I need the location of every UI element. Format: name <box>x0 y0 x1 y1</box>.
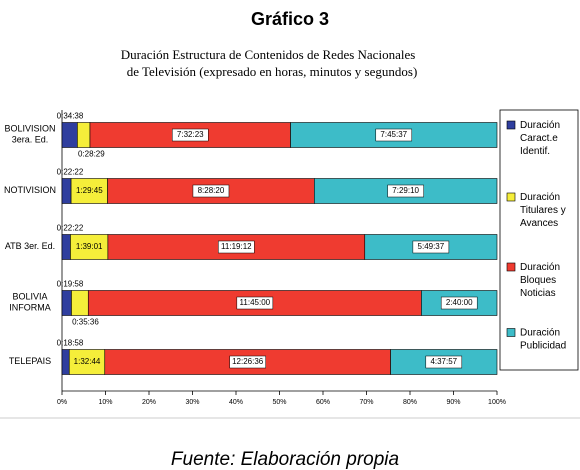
data-label: 5:49:37 <box>418 242 445 251</box>
bar-segment <box>364 234 498 260</box>
x-tick-label: 80% <box>403 399 417 406</box>
data-label: 1:29:45 <box>76 186 103 195</box>
label-box <box>412 240 450 254</box>
legend-swatch <box>506 328 516 337</box>
legend-label: Duración Bloques Noticias <box>520 262 560 299</box>
data-label: 0:19:58 <box>57 280 84 289</box>
x-tick-label: 10% <box>98 399 112 406</box>
bar-segment <box>61 290 72 316</box>
data-label: 4:37:57 <box>430 357 457 366</box>
label-box <box>192 184 230 198</box>
x-tick-label: 100% <box>488 399 506 406</box>
bar-segment <box>70 234 109 260</box>
y-tick-label: TELEPAIS <box>9 356 51 366</box>
bar-segment <box>61 349 70 375</box>
x-tick-label: 30% <box>185 399 199 406</box>
data-label: 11:19:12 <box>221 242 252 251</box>
data-label: 1:32:44 <box>74 357 101 366</box>
y-tick-label: BOLIVIA INFORMA <box>9 292 51 313</box>
x-tick-label: 40% <box>229 399 243 406</box>
legend-label: Duración Titulares y Avances <box>520 192 566 229</box>
legend-box <box>499 109 579 371</box>
data-label: 2:40:00 <box>446 298 473 307</box>
chart-title: Gráfico 3 <box>251 9 329 29</box>
label-box <box>425 355 463 369</box>
legend-label: Duración Publicidad <box>520 327 566 351</box>
data-label: 0:22:22 <box>57 168 84 177</box>
label-box <box>440 296 478 310</box>
data-label: 7:45:37 <box>380 130 407 139</box>
bar-segment <box>61 122 78 148</box>
label-box <box>387 184 424 198</box>
data-label: 8:28:20 <box>198 186 225 195</box>
label-box <box>236 296 274 310</box>
chart-subtitle: Duración Estructura de Contenidos de Red… <box>121 47 416 62</box>
label-box <box>375 128 413 142</box>
data-label: 0:28:29 <box>78 150 105 159</box>
data-label: 11:45:00 <box>240 298 271 307</box>
data-label: 1:39:01 <box>76 242 103 251</box>
x-tick-label: 20% <box>142 399 156 406</box>
chart-subtitle: de Televisión (expresado en horas, minut… <box>127 64 418 79</box>
legend-swatch <box>506 262 516 272</box>
bar-segment <box>71 290 89 316</box>
data-label: 0:22:22 <box>57 224 84 233</box>
y-tick-label: BOLIVISION 3era. Ed. <box>4 124 55 145</box>
legend-swatch <box>506 120 516 130</box>
legend-swatch <box>506 192 516 202</box>
legend-label: Duración Caract.e Identif. <box>520 120 560 157</box>
data-label: 12:26:36 <box>232 357 264 366</box>
x-tick-label: 60% <box>316 399 330 406</box>
label-box <box>218 240 255 254</box>
data-label: 0:34:38 <box>57 112 84 121</box>
data-label: 7:32:23 <box>177 130 204 139</box>
bar-segment <box>77 122 91 148</box>
x-tick-label: 50% <box>272 399 286 406</box>
bar-segment <box>61 234 71 260</box>
x-tick-label: 0% <box>57 399 67 406</box>
source-note: Fuente: Elaboración propia <box>171 449 399 470</box>
data-label: 0:35:36 <box>72 318 99 327</box>
y-tick-label: ATB 3er. Ed. <box>5 241 55 251</box>
data-label: 7:29:10 <box>392 186 419 195</box>
bar-segment <box>61 178 72 204</box>
label-box <box>172 128 209 142</box>
label-box <box>229 355 266 369</box>
x-tick-label: 70% <box>359 399 373 406</box>
x-tick-label: 90% <box>446 399 460 406</box>
data-label: 0:18:58 <box>57 339 84 348</box>
y-tick-label: NOTIVISION <box>4 185 56 195</box>
bar-segment <box>68 349 106 375</box>
